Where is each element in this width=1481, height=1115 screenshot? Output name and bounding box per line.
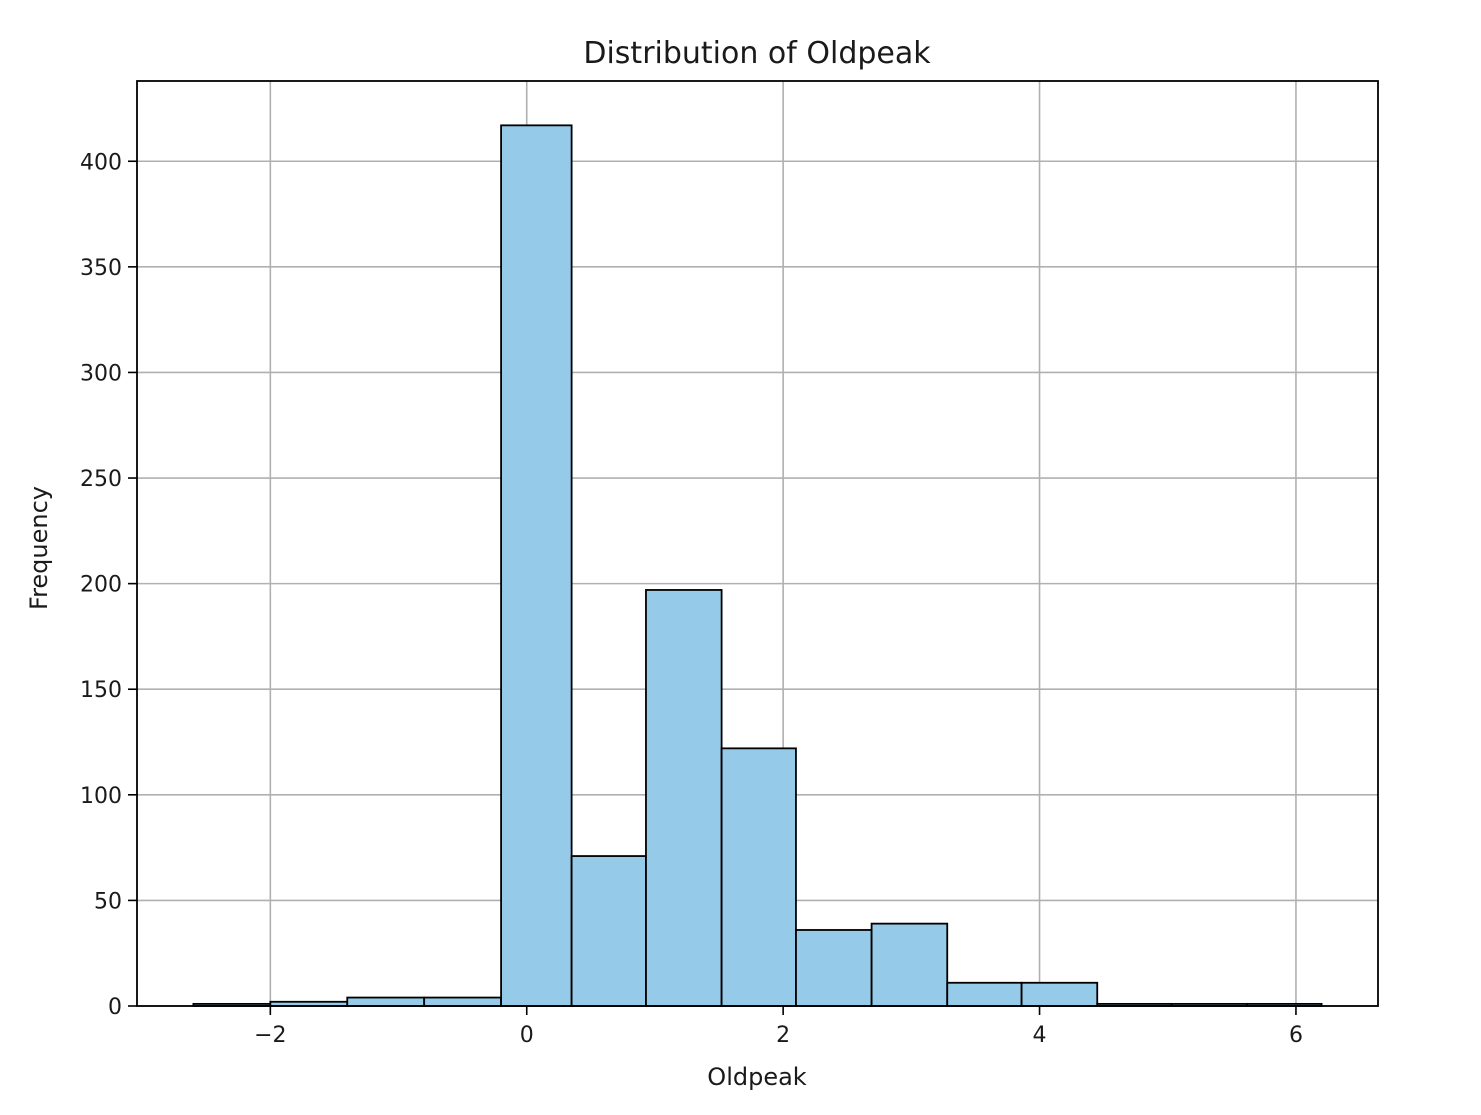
histogram-bar	[720, 747, 797, 1007]
y-axis-label: Frequency	[25, 486, 53, 610]
x-tick-label: 2	[776, 1023, 790, 1048]
x-tick-label: −2	[254, 1023, 286, 1048]
histogram-bars	[192, 124, 1323, 1007]
histogram-bar	[795, 929, 873, 1007]
y-tick-label: 400	[80, 150, 122, 175]
y-tick-label: 150	[80, 678, 122, 703]
histogram-bar	[946, 981, 1023, 1007]
x-tick-label: 0	[520, 1023, 534, 1048]
histogram-bar	[645, 589, 723, 1007]
y-tick-label: 200	[80, 573, 122, 598]
histogram-bar	[346, 996, 426, 1007]
y-tick-label: 0	[108, 995, 122, 1020]
x-axis-label: Oldpeak	[707, 1063, 807, 1091]
plot-frame	[136, 80, 1379, 1007]
chart-title: Distribution of Oldpeak	[583, 36, 931, 71]
y-tick-label: 300	[80, 361, 122, 386]
y-axis-ticks: 0 50 100 150 200 250 300 350 400	[80, 150, 137, 1020]
histogram-bar	[500, 124, 573, 1007]
y-tick-label: 100	[80, 784, 122, 809]
x-tick-label: 6	[1289, 1023, 1303, 1048]
x-tick-label: 4	[1033, 1023, 1047, 1048]
y-tick-label: 350	[80, 256, 122, 281]
y-tick-label: 250	[80, 467, 122, 492]
histogram-bar	[870, 922, 949, 1007]
histogram-bar	[423, 996, 502, 1007]
y-tick-label: 50	[94, 889, 122, 914]
x-axis-ticks: −2 0 2 4 6	[254, 1006, 1303, 1048]
histogram-bar	[1020, 981, 1099, 1007]
histogram-bar	[570, 855, 647, 1007]
